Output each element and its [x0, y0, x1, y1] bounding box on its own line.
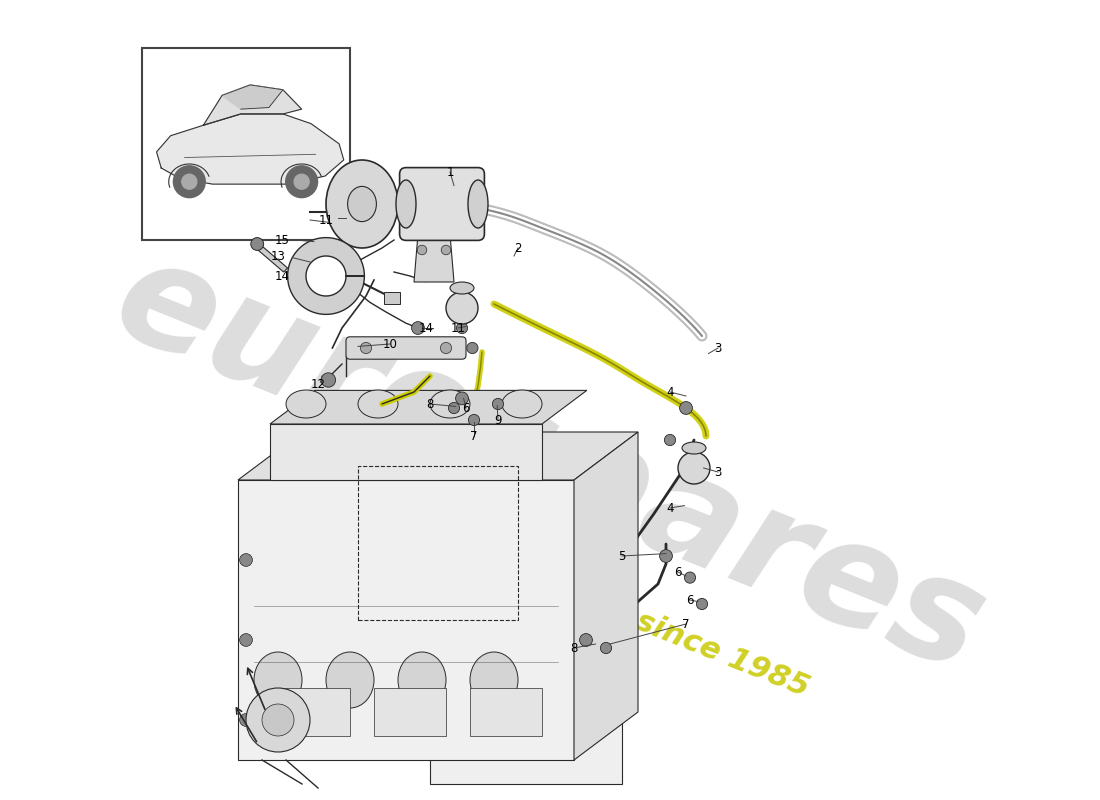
Circle shape: [466, 342, 478, 354]
Text: 7: 7: [471, 430, 477, 442]
Ellipse shape: [286, 390, 326, 418]
Circle shape: [417, 245, 427, 254]
Text: 14: 14: [418, 322, 433, 334]
Ellipse shape: [326, 652, 374, 708]
Text: 6: 6: [686, 594, 694, 606]
Bar: [358, 466, 518, 620]
Ellipse shape: [348, 186, 376, 222]
Polygon shape: [270, 390, 586, 424]
Ellipse shape: [398, 652, 446, 708]
Bar: [142, 48, 350, 240]
Circle shape: [456, 322, 468, 334]
Polygon shape: [414, 234, 454, 282]
Text: a passion for parts since 1985: a passion for parts since 1985: [321, 482, 814, 702]
Text: 3: 3: [714, 342, 722, 354]
Ellipse shape: [358, 390, 398, 418]
Text: 11: 11: [451, 322, 465, 334]
Text: 4: 4: [667, 386, 673, 398]
Polygon shape: [222, 85, 283, 109]
Bar: [374, 688, 446, 736]
Circle shape: [411, 322, 425, 334]
Circle shape: [240, 554, 252, 566]
Text: 2: 2: [515, 242, 521, 254]
Polygon shape: [287, 238, 364, 314]
Circle shape: [660, 550, 672, 562]
Circle shape: [246, 688, 310, 752]
Text: 4: 4: [667, 502, 673, 514]
Text: 8: 8: [570, 642, 578, 654]
Text: 6: 6: [462, 402, 470, 414]
Circle shape: [680, 402, 692, 414]
Ellipse shape: [254, 652, 303, 708]
Circle shape: [664, 434, 675, 446]
Polygon shape: [574, 432, 638, 760]
Text: 11: 11: [319, 214, 333, 226]
Text: 10: 10: [383, 338, 397, 350]
Ellipse shape: [326, 160, 398, 248]
Circle shape: [294, 174, 309, 189]
Text: eurospares: eurospares: [96, 226, 1004, 702]
Ellipse shape: [468, 180, 488, 228]
Circle shape: [441, 245, 451, 254]
Circle shape: [331, 210, 345, 225]
FancyBboxPatch shape: [399, 168, 484, 240]
Polygon shape: [204, 85, 301, 126]
Text: 5: 5: [618, 550, 626, 562]
Polygon shape: [238, 480, 574, 760]
Polygon shape: [255, 244, 287, 272]
Text: 9: 9: [494, 414, 502, 426]
Bar: [470, 688, 542, 736]
Text: 7: 7: [682, 618, 690, 630]
Ellipse shape: [502, 390, 542, 418]
Bar: [384, 292, 400, 304]
Polygon shape: [270, 424, 542, 480]
Circle shape: [321, 373, 336, 387]
Ellipse shape: [396, 180, 416, 228]
Text: 8: 8: [427, 398, 433, 410]
Text: 3: 3: [714, 466, 722, 478]
Circle shape: [449, 402, 460, 414]
Circle shape: [580, 634, 593, 646]
Circle shape: [182, 174, 197, 189]
Bar: [278, 688, 350, 736]
Circle shape: [262, 704, 294, 736]
Circle shape: [601, 642, 612, 654]
Text: 12: 12: [310, 378, 326, 390]
Polygon shape: [430, 544, 622, 784]
Text: 1: 1: [447, 166, 453, 178]
Polygon shape: [156, 114, 344, 184]
Circle shape: [286, 166, 318, 198]
Ellipse shape: [470, 652, 518, 708]
Polygon shape: [238, 432, 638, 480]
Circle shape: [240, 634, 252, 646]
Ellipse shape: [446, 292, 478, 324]
Text: 15: 15: [275, 234, 289, 246]
Text: 13: 13: [271, 250, 285, 262]
Circle shape: [174, 166, 206, 198]
Circle shape: [361, 342, 372, 354]
Text: 6: 6: [674, 566, 682, 578]
Circle shape: [240, 714, 252, 726]
Ellipse shape: [430, 390, 470, 418]
Ellipse shape: [682, 442, 706, 454]
Circle shape: [493, 398, 504, 410]
Ellipse shape: [450, 282, 474, 294]
FancyBboxPatch shape: [346, 337, 466, 359]
Circle shape: [251, 238, 264, 250]
Circle shape: [696, 598, 707, 610]
Circle shape: [455, 392, 469, 405]
Ellipse shape: [678, 452, 710, 484]
Circle shape: [684, 572, 695, 583]
Text: 14: 14: [275, 270, 289, 282]
Circle shape: [469, 414, 480, 426]
Circle shape: [440, 342, 452, 354]
